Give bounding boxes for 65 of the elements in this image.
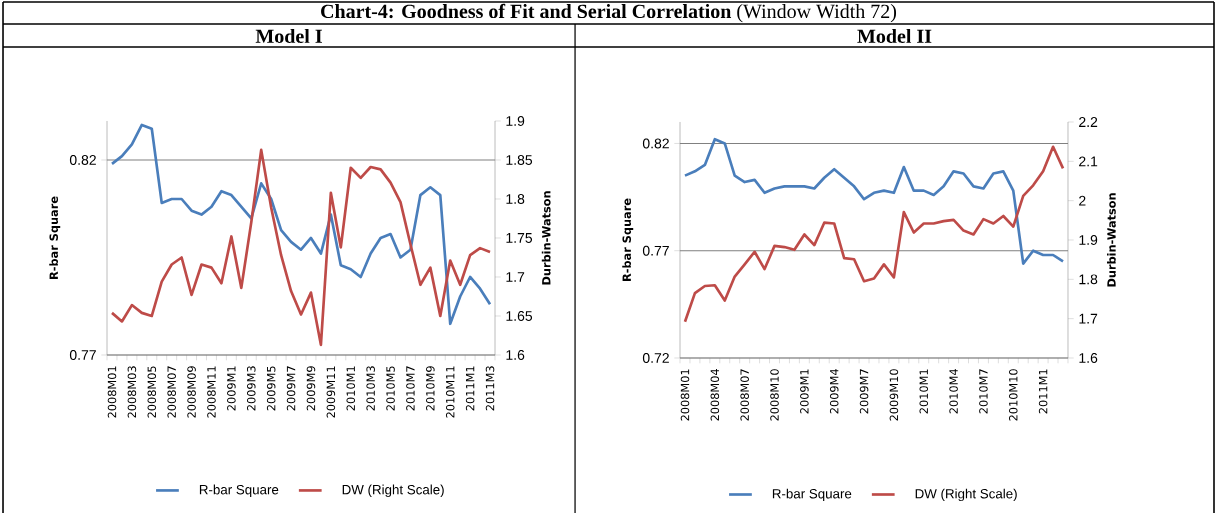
y-tick-label: 0.82 <box>69 155 96 165</box>
y2-tick-label: 1.65 <box>506 311 533 321</box>
x-tick-label: 2010M1 <box>346 366 356 411</box>
y2-tick-label: 2 <box>1079 195 1086 206</box>
x-tick-label: 2009M1 <box>800 369 809 414</box>
legend-label: DW (Right Scale) <box>915 488 1017 502</box>
x-tick-label: 2009M7 <box>859 369 869 414</box>
y-tick-label: 0.72 <box>642 353 669 363</box>
y2-tick-label: 1.6 <box>506 350 525 360</box>
y2-tick-label: 1.9 <box>1079 235 1098 245</box>
line-series <box>683 145 1065 324</box>
y2-tick-label: 1.9 <box>506 116 525 126</box>
x-tick-label: 2008M10 <box>770 369 779 421</box>
x-tick-label: 2009M7 <box>286 366 296 411</box>
line-series <box>110 148 492 347</box>
x-tick-label: 2011M3 <box>485 366 495 411</box>
x-tick-label: 2009M4 <box>829 369 839 414</box>
x-tick-label: 2008M07 <box>167 366 176 418</box>
y-tick-label: 0.82 <box>642 138 669 149</box>
y-tick-label: 0.77 <box>642 245 669 256</box>
x-tick-label: 2009M9 <box>306 366 316 411</box>
y2-axis-title: Durbin-Watson <box>1107 193 1116 287</box>
y2-tick-label: 1.7 <box>1079 313 1098 324</box>
text: Chart-4: Goodness of Fit and Serial Correlation (Window Width 72) <box>321 3 897 23</box>
x-tick-label: 2010M10 <box>1009 369 1018 421</box>
y-axis-title: R-bar Square <box>622 198 634 281</box>
x-tick-label: 2008M04 <box>710 369 720 421</box>
x-tick-label: 2010M11 <box>445 366 455 418</box>
y2-axis-title: Durbin-Watson <box>541 191 551 285</box>
y2-tick-label: 2.1 <box>1079 156 1098 167</box>
x-tick-label: 2008M05 <box>147 366 157 418</box>
y2-tick-label: 1.8 <box>506 194 525 204</box>
x-tick-label: 2008M01 <box>680 369 690 421</box>
x-tick-label: 2009M10 <box>889 369 899 421</box>
x-tick-label: 2010M1 <box>919 369 929 414</box>
x-tick-label: 2008M11 <box>207 366 216 418</box>
x-tick-label: 2008M01 <box>107 366 117 418</box>
x-tick-label: 2009M11 <box>326 366 336 418</box>
x-tick-label: 2010M3 <box>366 366 375 411</box>
y2-tick-label: 1.85 <box>506 155 533 165</box>
y2-tick-label: 1.75 <box>506 233 533 243</box>
x-tick-label: 2011M1 <box>1038 369 1048 414</box>
x-tick-label: 2009M1 <box>227 366 236 411</box>
x-tick-label: 2008M09 <box>187 366 196 418</box>
x-tick-label: 2009M3 <box>246 366 256 411</box>
chart-title: Model I <box>255 28 322 44</box>
x-tick-label: 2010M9 <box>426 366 435 411</box>
x-tick-label: 2008M03 <box>127 366 137 418</box>
y-axis-title: R-bar Square <box>49 196 61 279</box>
x-tick-label: 2010M4 <box>949 369 958 414</box>
y-tick-label: 0.77 <box>69 350 96 360</box>
y2-tick-label: 1.6 <box>1079 353 1098 363</box>
x-tick-label: 2009M5 <box>266 366 276 411</box>
x-tick-label: 2008M07 <box>740 369 749 421</box>
chart-title: Model II <box>857 28 932 44</box>
x-tick-label: 2010M7 <box>406 366 415 411</box>
legend-label: R-bar Square <box>199 484 279 498</box>
x-tick-label: 2011M1 <box>465 366 475 411</box>
legend-label: DW (Right Scale) <box>342 484 444 498</box>
y2-tick-label: 1.8 <box>1079 274 1098 285</box>
legend-label: R-bar Square <box>772 488 852 502</box>
y2-tick-label: 2.2 <box>1079 117 1098 127</box>
y2-tick-label: 1.7 <box>506 272 525 282</box>
x-tick-label: 2010M5 <box>386 366 395 411</box>
x-tick-label: 2010M7 <box>979 369 988 414</box>
